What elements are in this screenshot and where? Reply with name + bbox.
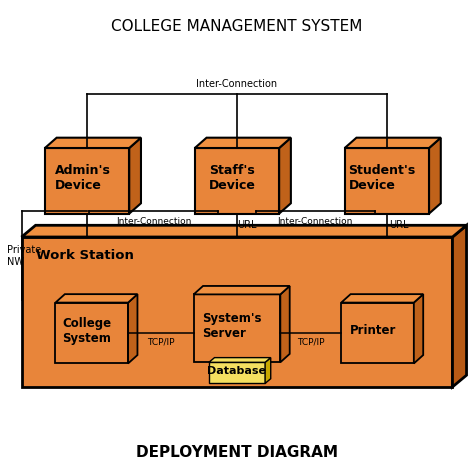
Polygon shape — [55, 294, 137, 302]
Polygon shape — [414, 294, 423, 364]
Polygon shape — [128, 294, 137, 364]
Text: Private
NW: Private NW — [8, 245, 42, 266]
Text: URL: URL — [389, 220, 409, 230]
Text: Admin's
Device: Admin's Device — [55, 164, 110, 192]
Text: Student's
Device: Student's Device — [348, 164, 416, 192]
Polygon shape — [279, 137, 291, 214]
Polygon shape — [45, 137, 141, 148]
Polygon shape — [345, 137, 441, 148]
Polygon shape — [195, 148, 279, 214]
Text: URL: URL — [237, 220, 256, 230]
Polygon shape — [280, 286, 290, 362]
Text: TCP/IP: TCP/IP — [147, 337, 174, 346]
Polygon shape — [129, 137, 141, 214]
Polygon shape — [429, 137, 441, 214]
Polygon shape — [21, 225, 466, 237]
Polygon shape — [209, 357, 271, 362]
Text: Work Station: Work Station — [36, 249, 134, 262]
Polygon shape — [21, 237, 453, 387]
Polygon shape — [341, 294, 423, 302]
Text: Inter-Connection: Inter-Connection — [196, 79, 278, 89]
Text: Inter-Connection: Inter-Connection — [116, 217, 191, 226]
Text: DEPLOYMENT DIAGRAM: DEPLOYMENT DIAGRAM — [136, 445, 338, 460]
Polygon shape — [55, 302, 128, 364]
Polygon shape — [265, 357, 271, 383]
Polygon shape — [209, 362, 265, 383]
Polygon shape — [194, 286, 290, 294]
Text: College
System: College System — [63, 317, 112, 345]
Text: Printer: Printer — [350, 324, 396, 337]
Text: Staff's
Device: Staff's Device — [209, 164, 256, 192]
Text: System's
Server: System's Server — [202, 312, 262, 340]
Polygon shape — [45, 148, 129, 214]
Polygon shape — [341, 302, 414, 364]
Polygon shape — [195, 137, 291, 148]
Text: Database: Database — [208, 365, 266, 375]
Polygon shape — [194, 294, 280, 362]
Polygon shape — [345, 148, 429, 214]
Text: TCP/IP: TCP/IP — [297, 337, 325, 346]
Text: COLLEGE MANAGEMENT SYSTEM: COLLEGE MANAGEMENT SYSTEM — [111, 18, 363, 34]
Text: Inter-Connection: Inter-Connection — [278, 217, 353, 226]
Polygon shape — [453, 225, 466, 387]
